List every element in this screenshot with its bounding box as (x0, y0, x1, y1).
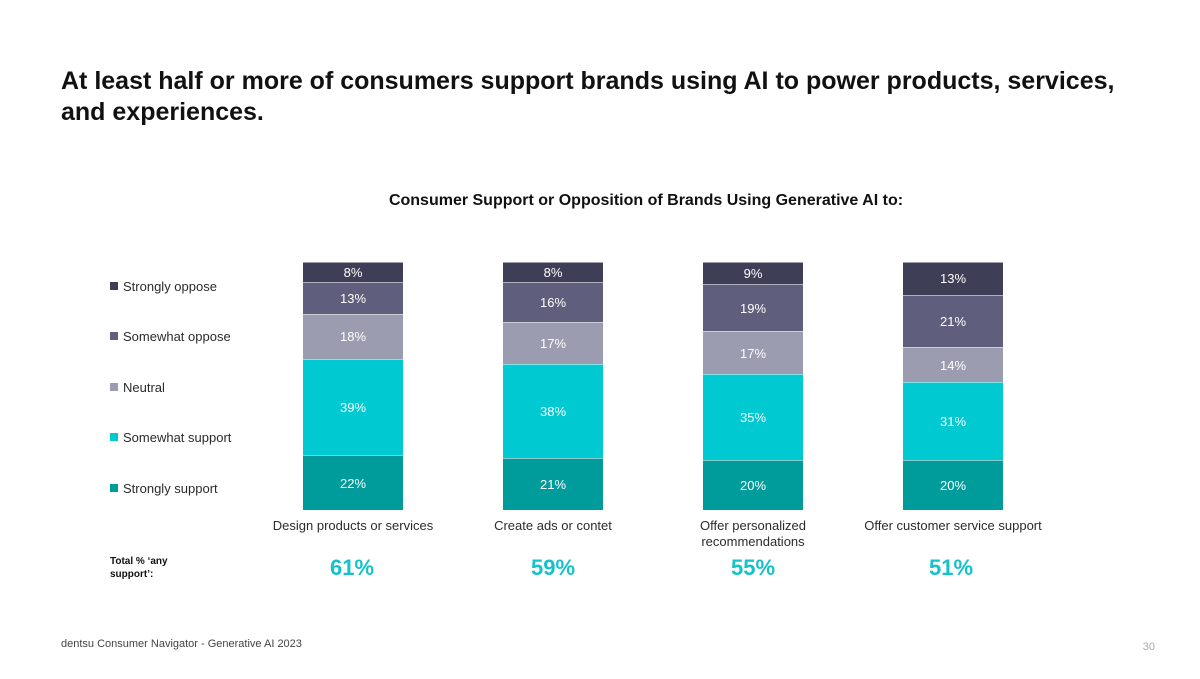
total-design-products: 61% (329, 555, 375, 580)
bar-segment: 18% (303, 314, 403, 359)
data-label: 14% (939, 357, 967, 373)
bar-segment: 16% (503, 281, 603, 322)
bar-column: 21% 38% 17% 16% 8% (503, 262, 603, 510)
legend-swatch (110, 383, 118, 391)
data-label: 9% (743, 266, 763, 282)
legend-label: Strongly oppose (123, 278, 217, 294)
data-label: 35% (739, 410, 767, 425)
bar-segment: 21% (503, 457, 603, 510)
bar-column: 20% 35% 17% 19% 9% (703, 262, 803, 510)
bar-segment: 20% (903, 459, 1003, 510)
bar-segment: 38% (503, 363, 603, 458)
data-label: 21% (939, 313, 967, 329)
legend-item: Neutral (110, 377, 165, 397)
legend-item: Strongly support (110, 478, 218, 498)
bar-segment: 14% (903, 347, 1003, 383)
data-label: 21% (539, 476, 567, 492)
chart-title: Consumer Support or Opposition of Brands… (388, 192, 904, 209)
legend-label: Strongly support (123, 480, 218, 496)
bar-segment: 20% (703, 460, 803, 510)
bar-segment: 17% (703, 331, 803, 374)
total-personalized-recommendations: 55% (730, 555, 776, 580)
legend-label: Somewhat support (123, 429, 232, 445)
category-label: Design products or services (272, 518, 434, 533)
bar-segment: 21% (903, 294, 1003, 348)
data-label: 38% (539, 403, 567, 419)
data-label: 20% (939, 477, 967, 493)
bar-segment: 8% (303, 262, 403, 282)
page-number: 30 (1142, 641, 1155, 653)
category-label: Offer customer service support (864, 518, 1042, 533)
legend-swatch (110, 332, 118, 340)
legend-label: Somewhat oppose (123, 328, 231, 344)
bar-segment: 13% (903, 262, 1003, 295)
bar-segment: 31% (903, 382, 1003, 460)
data-label: 8% (543, 264, 563, 280)
legend-swatch (110, 433, 118, 441)
legend-item: Somewhat support (110, 427, 231, 447)
data-label: 13% (339, 290, 367, 306)
bar-segment: 35% (703, 373, 803, 461)
bar-segment: 13% (303, 281, 403, 315)
legend-label: Neutral (123, 379, 165, 395)
bar-segment: 19% (703, 284, 803, 332)
bar-segment: 22% (303, 455, 403, 510)
bar-segment: 39% (303, 358, 403, 456)
data-label: 31% (939, 414, 967, 430)
data-label: 8% (343, 264, 363, 280)
category-label: Create ads or contet (494, 518, 612, 533)
footer-source: dentsu Consumer Navigator - Generative A… (61, 638, 302, 650)
data-label: 20% (739, 478, 767, 494)
legend-item: Strongly oppose (110, 276, 217, 296)
data-label: 17% (739, 345, 767, 361)
page-headline: At least half or more of consumers suppo… (61, 67, 1115, 126)
total-customer-service: 51% (928, 555, 974, 580)
legend-item: Somewhat oppose (110, 326, 231, 346)
legend-swatch (110, 484, 118, 492)
data-label: 39% (339, 400, 367, 416)
data-label: 16% (539, 294, 567, 310)
total-create-ads: 59% (530, 555, 576, 580)
bar-segment: 17% (503, 321, 603, 364)
bar-column: 22% 39% 18% 13% 8% (303, 262, 403, 510)
category-label: Offer personalized recommendations (700, 518, 806, 549)
bar-column: 20% 31% 14% 21% 13% (903, 262, 1003, 510)
data-label: 22% (339, 475, 367, 491)
data-label: 19% (739, 300, 767, 316)
data-label: 13% (939, 271, 967, 287)
total-any-support-label: Total % ‘any support’: (110, 556, 168, 580)
bar-segment: 9% (703, 262, 803, 285)
bar-segment: 8% (503, 262, 603, 282)
data-label: 18% (339, 329, 367, 345)
data-label: 17% (539, 335, 567, 351)
legend-swatch (110, 282, 118, 290)
